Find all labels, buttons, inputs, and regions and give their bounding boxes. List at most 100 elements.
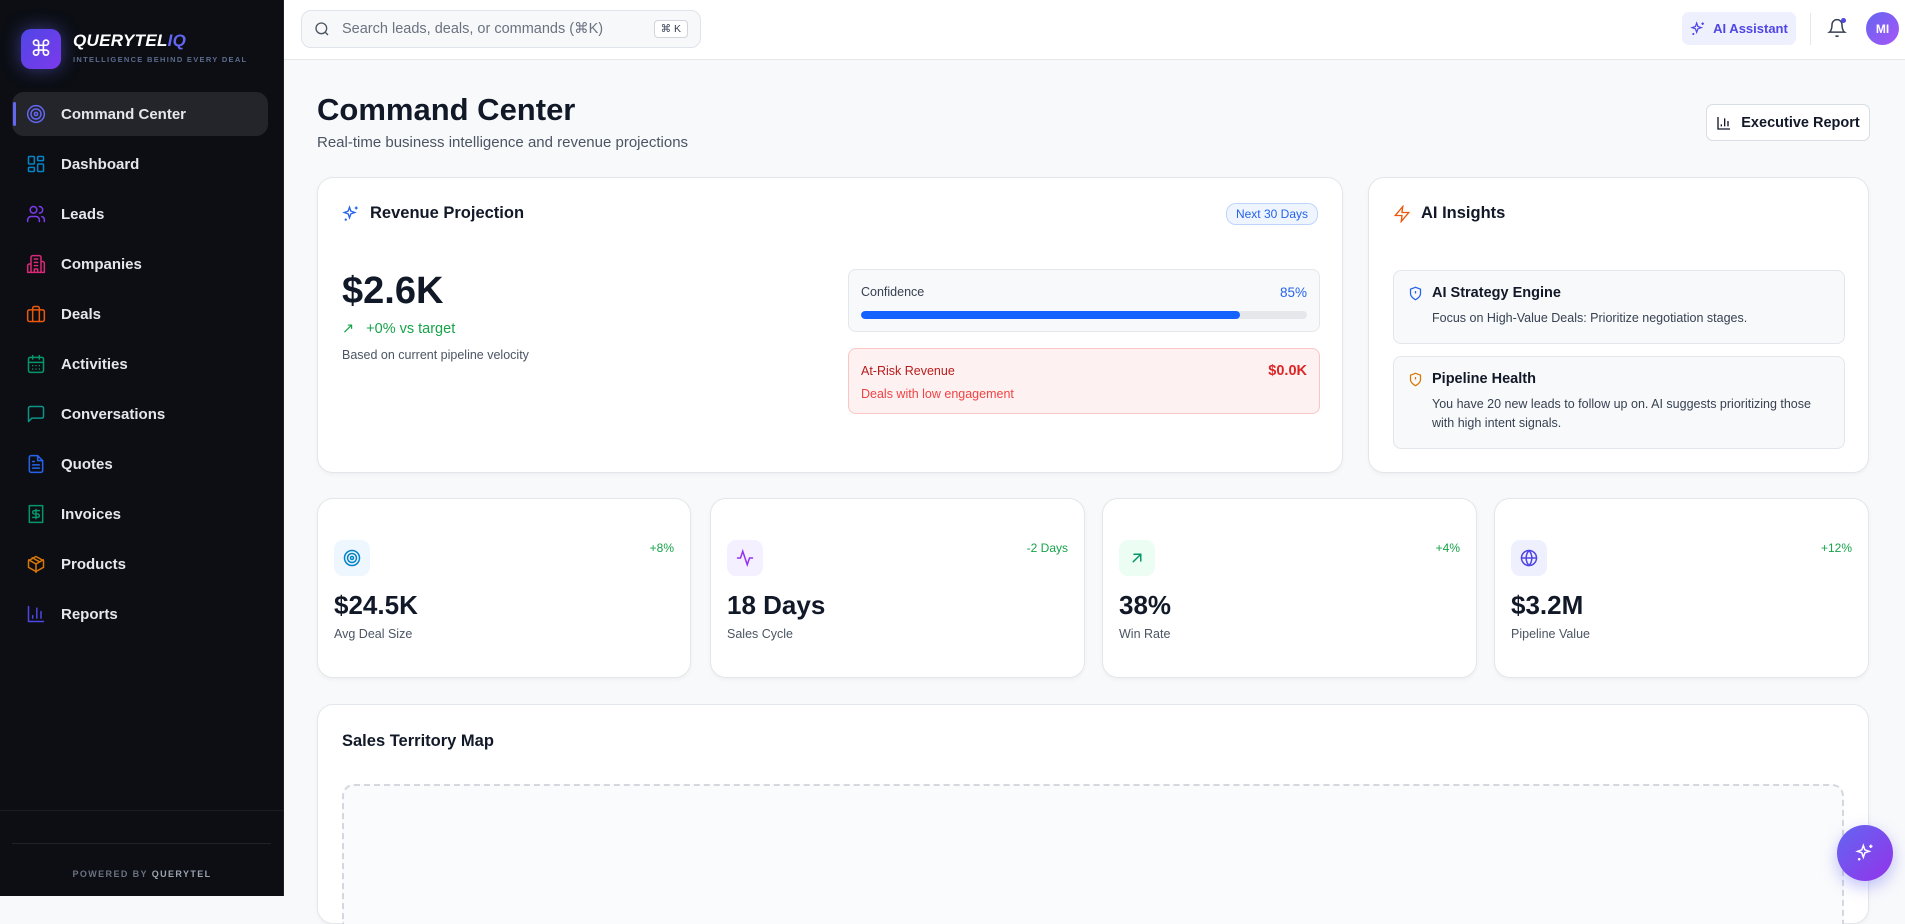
stat-card-win-rate: +4% 38% Win Rate — [1102, 498, 1477, 678]
sidebar-item-activities[interactable]: Activities — [12, 342, 268, 386]
sparkles-icon — [342, 204, 358, 221]
sidebar-item-label: Command Center — [61, 105, 187, 123]
insight-item[interactable]: AI Strategy Engine Focus on High-Value D… — [1393, 270, 1845, 344]
command-icon: ⌘ — [21, 29, 61, 69]
notification-dot — [1841, 18, 1846, 23]
confidence-label: Confidence — [861, 285, 925, 299]
risk-label: At-Risk Revenue — [861, 364, 955, 378]
sales-territory-map-card: Sales Territory Map — [317, 704, 1869, 924]
executive-report-label: Executive Report — [1741, 114, 1860, 131]
bar-chart-icon — [1717, 116, 1731, 130]
ai-assistant-label: AI Assistant — [1713, 21, 1788, 36]
search-input[interactable]: Search leads, deals, or commands (⌘K) ⌘ … — [301, 10, 701, 48]
sidebar-item-quotes[interactable]: Quotes — [12, 442, 268, 486]
divider — [12, 843, 271, 844]
insight-title: Pipeline Health — [1432, 371, 1536, 387]
card-title: Revenue Projection — [370, 204, 525, 222]
receipt-icon — [28, 504, 44, 524]
insight-title: AI Strategy Engine — [1432, 285, 1561, 301]
powered-by: POWERED BY QUERYTEL — [0, 869, 284, 879]
confidence-bar-fill — [861, 311, 1241, 319]
confidence-value: 85% — [1279, 285, 1307, 300]
stat-card-sales-cycle: -2 Days 18 Days Sales Cycle — [710, 498, 1085, 678]
sidebar-item-command-center[interactable]: Command Center — [12, 92, 268, 136]
stat-card-avg-deal-size: +8% $24.5K Avg Deal Size — [317, 498, 691, 678]
card-title: Sales Territory Map — [342, 732, 494, 750]
brand-text: QUERYTEL — [73, 31, 168, 50]
page-subtitle: Real-time business intelligence and reve… — [317, 134, 689, 151]
sparkles-icon — [1690, 20, 1705, 35]
insight-text: Focus on High-Value Deals: Prioritize ne… — [1432, 311, 1748, 325]
executive-report-button[interactable]: Executive Report — [1706, 104, 1870, 141]
ai-assistant-button[interactable]: AI Assistant — [1682, 12, 1796, 45]
trend-text: +0% vs target — [366, 321, 456, 337]
divider — [1810, 13, 1811, 45]
brand-name: QUERYTELIQ — [73, 31, 186, 51]
divider — [0, 810, 283, 811]
sidebar-item-conversations[interactable]: Conversations — [12, 392, 268, 436]
insight-text: You have 20 new leads to follow up on. A… — [1432, 397, 1811, 430]
stat-change: +8% — [649, 541, 674, 555]
stat-card-pipeline-value: +12% $3.2M Pipeline Value — [1494, 498, 1869, 678]
stat-label: Avg Deal Size — [334, 627, 413, 641]
topbar: Search leads, deals, or commands (⌘K) ⌘ … — [284, 0, 1905, 60]
sidebar-item-label: Products — [61, 555, 127, 573]
card-header: AI Insights — [1393, 204, 1505, 223]
territory-map[interactable] — [342, 784, 1844, 924]
brand-tagline: INTELLIGENCE BEHIND EVERY DEAL — [73, 55, 248, 64]
stat-value: 38% — [1119, 590, 1172, 620]
sidebar-item-companies[interactable]: Companies — [12, 242, 268, 286]
sidebar-item-label: Dashboard — [61, 155, 140, 173]
message-icon — [27, 405, 45, 423]
card-title: AI Insights — [1421, 204, 1506, 222]
sidebar-item-deals[interactable]: Deals — [12, 292, 268, 336]
stat-label: Win Rate — [1119, 627, 1171, 641]
page-title: Command Center — [317, 92, 576, 127]
users-icon — [26, 205, 46, 223]
sidebar-item-label: Reports — [61, 605, 118, 623]
powered-prefix: POWERED BY — [72, 869, 148, 879]
activity-icon — [727, 540, 763, 576]
stat-change: -2 Days — [1026, 541, 1068, 555]
shortcut-hint: ⌘ K — [653, 20, 688, 38]
stat-value: $3.2M — [1511, 590, 1584, 620]
sidebar-item-label: Leads — [61, 205, 105, 223]
at-risk-panel: At-Risk Revenue $0.0K Deals with low eng… — [848, 348, 1320, 414]
sidebar-item-label: Deals — [61, 305, 102, 323]
sidebar-item-label: Activities — [61, 355, 128, 373]
notifications-button[interactable] — [1827, 18, 1847, 38]
arrow-up-right-icon — [1119, 540, 1155, 576]
risk-subtext: Deals with low engagement — [861, 387, 1014, 401]
sidebar-item-label: Invoices — [61, 505, 122, 523]
ai-chat-fab[interactable] — [1837, 825, 1893, 881]
stat-value: $24.5K — [334, 590, 418, 620]
lightning-icon — [1393, 204, 1411, 223]
sidebar: ⌘ QUERYTELIQ INTELLIGENCE BEHIND EVERY D… — [0, 0, 284, 896]
sidebar-item-label: Conversations — [61, 405, 166, 423]
sidebar-item-invoices[interactable]: Invoices — [12, 492, 268, 536]
shield-icon — [1409, 286, 1422, 301]
ai-insights-card: AI Insights AI Strategy Engine Focus on … — [1368, 177, 1869, 473]
confidence-panel: Confidence 85% — [848, 269, 1320, 332]
stat-value: 18 Days — [727, 590, 826, 620]
projected-revenue: $2.6K — [342, 270, 444, 312]
risk-value: $0.0K — [1268, 363, 1307, 379]
sidebar-item-leads[interactable]: Leads — [12, 192, 268, 236]
bar-chart-icon — [27, 605, 45, 623]
search-icon — [315, 22, 329, 36]
sparkles-icon — [1855, 843, 1873, 861]
sidebar-item-dashboard[interactable]: Dashboard — [12, 142, 268, 186]
grid-icon — [27, 155, 45, 173]
sidebar-item-products[interactable]: Products — [12, 542, 268, 586]
box-icon — [27, 555, 45, 574]
sidebar-item-label: Companies — [61, 255, 142, 273]
card-header: Revenue Projection — [342, 204, 524, 223]
sidebar-nav: Command Center Dashboard Leads Companies… — [12, 92, 268, 642]
basis-text: Based on current pipeline velocity — [342, 348, 529, 362]
insight-item[interactable]: Pipeline Health You have 20 new leads to… — [1393, 356, 1845, 449]
sidebar-item-reports[interactable]: Reports — [12, 592, 268, 636]
avatar[interactable]: MI — [1866, 12, 1899, 45]
bell-icon — [1827, 18, 1847, 38]
revenue-projection-card: Revenue Projection Next 30 Days $2.6K ↗ +… — [317, 177, 1343, 473]
arrow-up-right-icon: ↗ — [342, 321, 355, 337]
